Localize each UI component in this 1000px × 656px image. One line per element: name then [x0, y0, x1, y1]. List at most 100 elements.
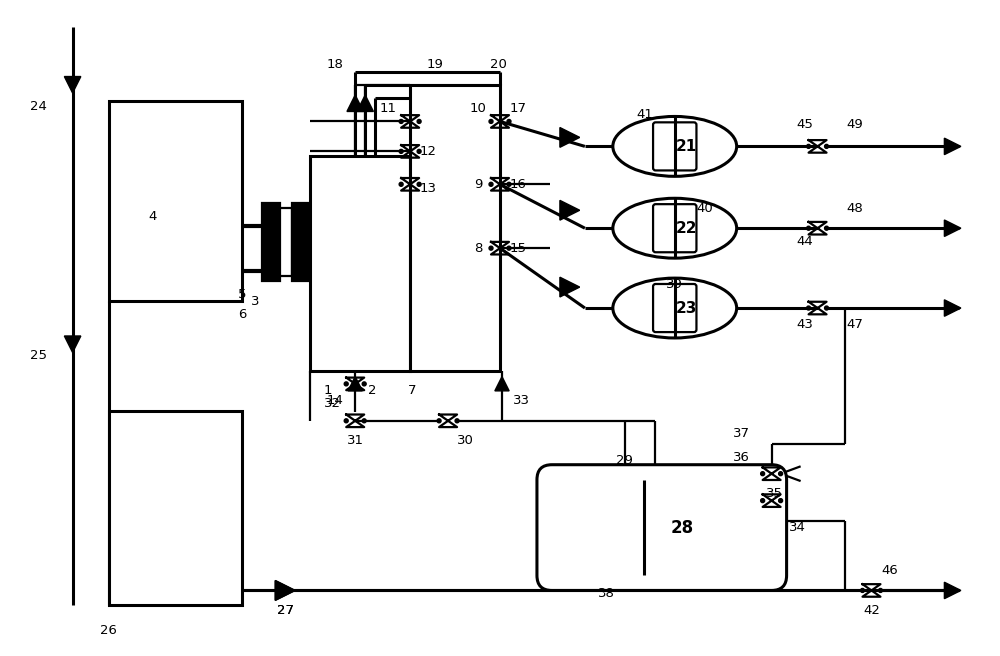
Text: 42: 42	[863, 604, 880, 617]
Circle shape	[807, 144, 811, 148]
Text: 30: 30	[457, 434, 473, 447]
Polygon shape	[357, 95, 373, 112]
Text: 31: 31	[347, 434, 364, 447]
Polygon shape	[347, 95, 363, 112]
Circle shape	[825, 306, 829, 310]
Polygon shape	[64, 336, 81, 352]
Text: 33: 33	[513, 394, 530, 407]
Polygon shape	[64, 77, 81, 93]
Polygon shape	[348, 377, 362, 391]
Text: 46: 46	[881, 564, 898, 577]
Text: 8: 8	[474, 241, 482, 255]
Polygon shape	[275, 581, 295, 600]
Text: 27: 27	[277, 604, 294, 617]
Text: 47: 47	[846, 318, 863, 331]
Text: 32: 32	[324, 398, 341, 411]
Circle shape	[779, 472, 783, 476]
Text: 14: 14	[327, 394, 344, 407]
Polygon shape	[495, 377, 509, 391]
Text: 27: 27	[277, 604, 294, 617]
Text: 11: 11	[380, 102, 397, 115]
Text: 45: 45	[796, 118, 813, 131]
Circle shape	[399, 182, 403, 186]
Text: 16: 16	[510, 178, 526, 191]
Bar	[109, 411, 242, 605]
Circle shape	[507, 182, 511, 186]
Circle shape	[417, 119, 421, 123]
Circle shape	[344, 382, 348, 386]
Circle shape	[761, 472, 765, 476]
Text: 19: 19	[427, 58, 444, 71]
Circle shape	[489, 119, 493, 123]
Polygon shape	[560, 200, 580, 220]
Text: 25: 25	[30, 350, 47, 363]
Text: 1: 1	[324, 384, 332, 398]
Circle shape	[362, 382, 366, 386]
Bar	[262, 203, 280, 281]
Text: 35: 35	[766, 487, 783, 500]
Text: 39: 39	[666, 277, 683, 291]
Text: 29: 29	[616, 454, 633, 467]
Text: 41: 41	[636, 108, 653, 121]
Text: 23: 23	[676, 300, 697, 316]
Polygon shape	[275, 581, 295, 600]
Bar	[310, 156, 410, 371]
Polygon shape	[944, 583, 961, 599]
Text: 7: 7	[408, 384, 416, 398]
Circle shape	[807, 306, 811, 310]
Circle shape	[507, 119, 511, 123]
Text: 49: 49	[846, 118, 863, 131]
Circle shape	[878, 588, 882, 592]
Circle shape	[825, 226, 829, 230]
Ellipse shape	[613, 198, 737, 258]
Text: 17: 17	[509, 102, 526, 115]
Text: 24: 24	[30, 100, 47, 113]
Polygon shape	[944, 220, 961, 236]
Text: 5: 5	[238, 287, 247, 300]
Text: 28: 28	[670, 519, 693, 537]
Text: 15: 15	[509, 241, 526, 255]
Circle shape	[399, 119, 403, 123]
Circle shape	[489, 246, 493, 250]
Text: 6: 6	[238, 308, 247, 321]
Text: 43: 43	[796, 318, 813, 331]
Text: 40: 40	[696, 202, 713, 215]
Ellipse shape	[613, 117, 737, 176]
Text: 34: 34	[789, 521, 806, 534]
Text: 20: 20	[490, 58, 506, 71]
Text: 12: 12	[420, 145, 437, 158]
Bar	[292, 203, 310, 281]
Polygon shape	[944, 138, 961, 155]
Circle shape	[399, 150, 403, 154]
Circle shape	[761, 499, 765, 502]
Text: 2: 2	[368, 384, 376, 398]
Circle shape	[437, 419, 441, 422]
Ellipse shape	[613, 278, 737, 338]
Text: 21: 21	[676, 139, 697, 154]
Text: 36: 36	[733, 451, 750, 464]
Circle shape	[417, 150, 421, 154]
Text: 9: 9	[474, 178, 482, 191]
Text: 26: 26	[100, 624, 117, 637]
Bar	[280, 208, 292, 276]
Circle shape	[807, 226, 811, 230]
Text: 37: 37	[733, 427, 750, 440]
Text: 38: 38	[598, 587, 615, 600]
Circle shape	[417, 182, 421, 186]
Circle shape	[825, 144, 829, 148]
Circle shape	[861, 588, 864, 592]
Polygon shape	[560, 277, 580, 297]
Circle shape	[362, 419, 366, 422]
Circle shape	[489, 182, 493, 186]
Bar	[410, 85, 500, 371]
Text: 10: 10	[470, 102, 486, 115]
Text: 44: 44	[796, 235, 813, 248]
Text: 4: 4	[148, 210, 157, 223]
Text: 48: 48	[846, 202, 863, 215]
Text: 22: 22	[676, 220, 697, 236]
Bar	[109, 102, 242, 301]
Polygon shape	[944, 300, 961, 316]
Circle shape	[455, 419, 459, 422]
Circle shape	[344, 419, 348, 422]
Circle shape	[779, 499, 783, 502]
